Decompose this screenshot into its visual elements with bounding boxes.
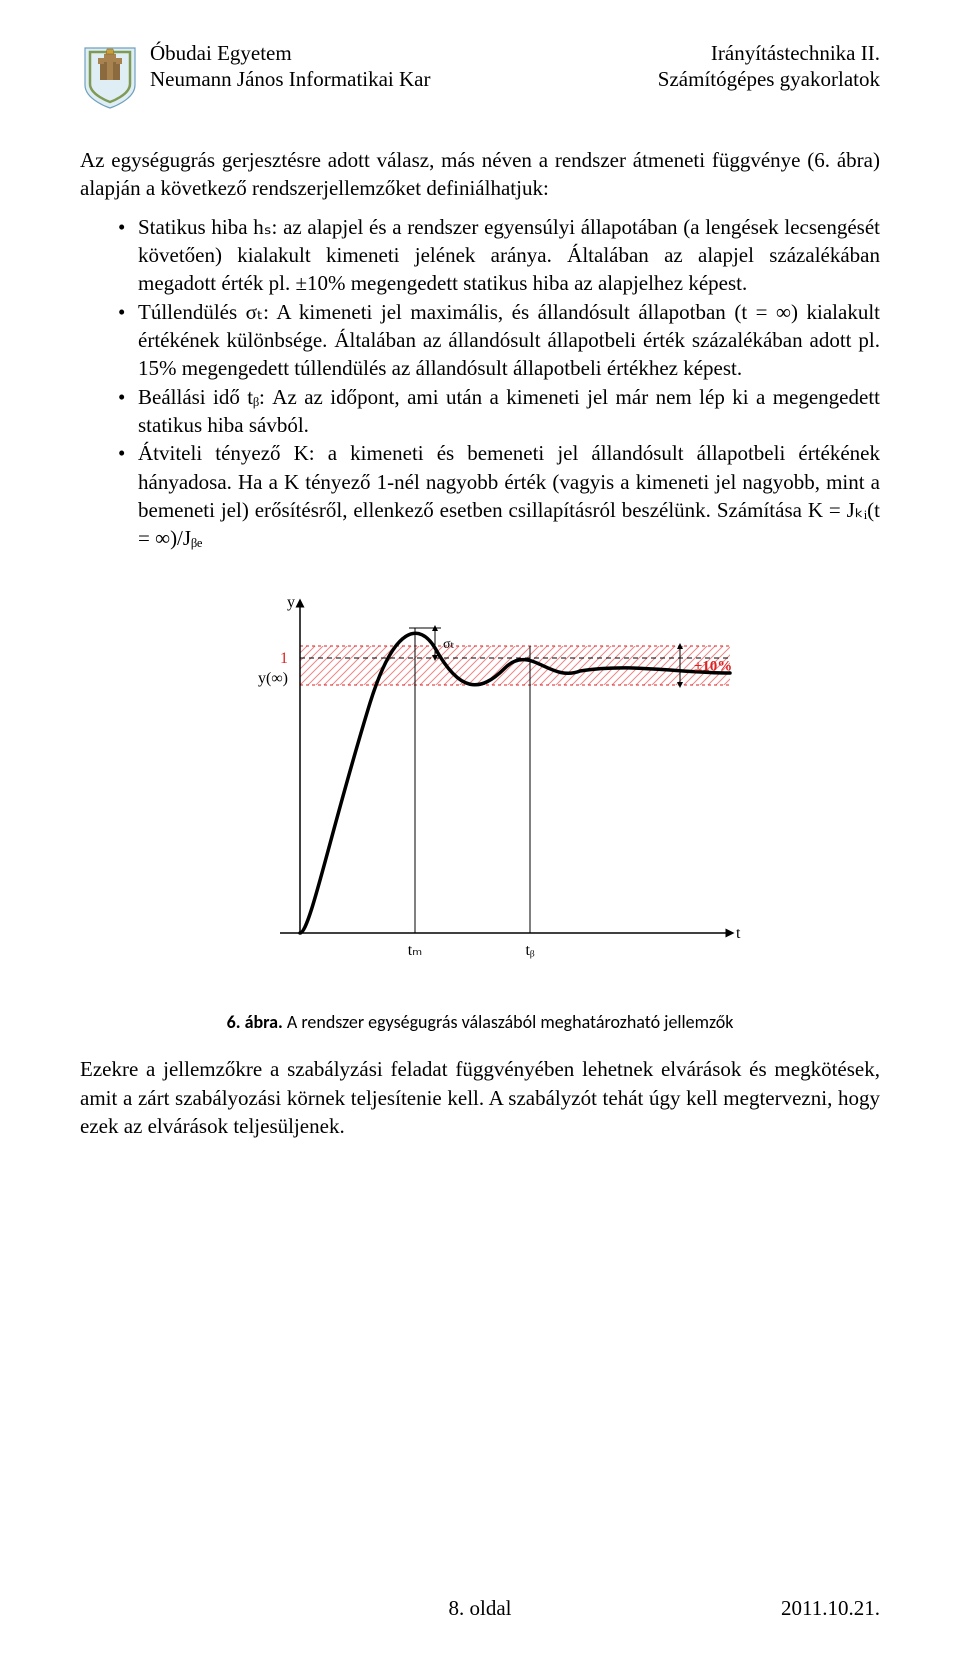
figure-caption: 6. ábra. A rendszer egységugrás válaszáb… (80, 1010, 880, 1034)
header-course: Irányítástechnika II. (658, 40, 880, 66)
svg-text:y: y (287, 594, 295, 611)
page-footer: 8. oldal 2011.10.21. (80, 1596, 880, 1621)
svg-text:tᵦ: tᵦ (526, 942, 535, 959)
bullet-settling: Beállási idő tᵦ: Az az időpont, ami után… (118, 383, 880, 440)
header-left-text: Óbudai Egyetem Neumann János Informatika… (150, 40, 431, 93)
bullet-gain: Átviteli tényező K: a kimeneti és bemene… (118, 439, 880, 552)
bullet-overshoot: Túllendülés σₜ: A kimeneti jel maximális… (118, 298, 880, 383)
header-left: Óbudai Egyetem Neumann János Informatika… (80, 40, 431, 110)
figure-6: y t 1 y(∞) σₜ tₘ tᵦ ±10% 6. ábra. A rendszer eg… (80, 583, 880, 1035)
closing-paragraph: Ezekre a jellemzőkre a szabályzási felad… (80, 1055, 880, 1140)
bullet-list: Statikus hiba hₛ: az alapjel és a rendsz… (80, 213, 880, 553)
caption-rest: A rendszer egységugrás válaszából meghat… (283, 1011, 734, 1033)
header-university: Óbudai Egyetem (150, 40, 431, 66)
svg-text:±10%: ±10% (694, 658, 732, 674)
bullet-static-error: Statikus hiba hₛ: az alapjel és a rendsz… (118, 213, 880, 298)
header-faculty: Neumann János Informatikai Kar (150, 66, 431, 92)
header-subtitle: Számítógépes gyakorlatok (658, 66, 880, 92)
page-header: Óbudai Egyetem Neumann János Informatika… (80, 40, 880, 110)
svg-text:1: 1 (280, 650, 288, 667)
svg-text:σₜ: σₜ (443, 637, 455, 652)
header-right-text: Irányítástechnika II. Számítógépes gyako… (658, 40, 880, 110)
footer-date: 2011.10.21. (781, 1596, 880, 1621)
body-text: Az egységugrás gerjesztésre adott válasz… (80, 146, 880, 1140)
page: Óbudai Egyetem Neumann János Informatika… (0, 0, 960, 1661)
footer-page: 8. oldal (449, 1596, 512, 1621)
svg-text:t: t (736, 925, 741, 942)
university-crest-icon (80, 40, 140, 110)
intro-paragraph: Az egységugrás gerjesztésre adott válasz… (80, 146, 880, 203)
step-response-chart: y t 1 y(∞) σₜ tₘ tᵦ ±10% (210, 583, 750, 983)
svg-text:tₘ: tₘ (408, 942, 422, 959)
svg-text:y(∞): y(∞) (258, 670, 288, 687)
caption-bold: 6. ábra. (227, 1011, 283, 1033)
